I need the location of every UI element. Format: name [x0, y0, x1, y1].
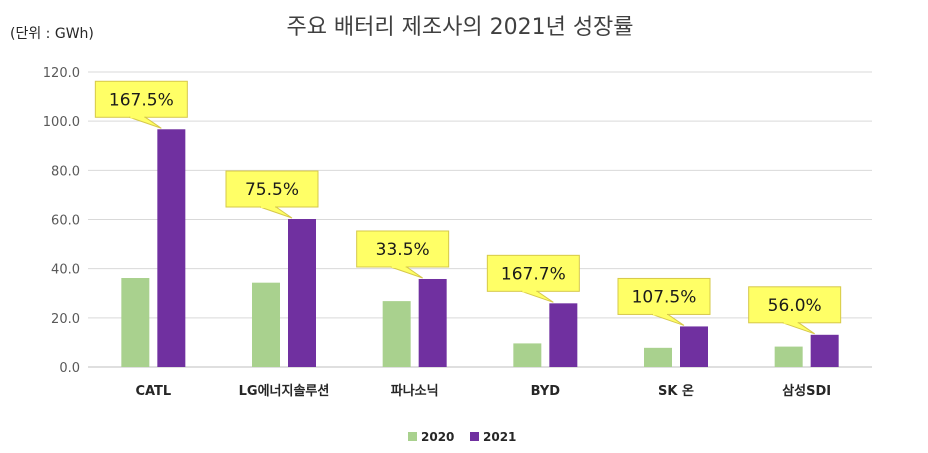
category-label: SK 온	[658, 384, 694, 399]
bar-2021	[288, 219, 316, 367]
growth-callout: 107.5%	[617, 277, 711, 326]
category-label: BYD	[531, 384, 561, 399]
growth-label: 75.5%	[245, 180, 299, 200]
bars	[121, 129, 839, 367]
legend-swatch-2021	[470, 432, 479, 441]
legend: 2020 2021	[408, 430, 516, 444]
growth-callout: 167.7%	[486, 254, 580, 303]
callout-pointer	[651, 313, 685, 326]
y-tick-label: 0.0	[59, 361, 80, 376]
legend-label-2020: 2020	[421, 430, 454, 444]
bar-2021	[157, 129, 186, 367]
y-tick-label: 80.0	[51, 164, 80, 179]
bar-2021	[418, 278, 447, 367]
legend-swatch-2020	[408, 432, 417, 441]
chart-title: 주요 배터리 제조사의 2021년 성장률	[286, 15, 633, 40]
bar-2020	[121, 278, 150, 367]
bar-2021	[810, 334, 839, 367]
y-tick-label: 40.0	[51, 263, 80, 278]
growth-callouts: 167.5% 75.5% 33.5% 167.7% 107.5% 56.0%	[94, 80, 842, 335]
growth-label: 56.0%	[768, 296, 822, 316]
callout-pointer	[521, 290, 554, 303]
category-label: LG에너지솔루션	[239, 383, 330, 399]
bar-2020	[382, 301, 411, 367]
callout-box	[748, 286, 842, 324]
category-label: 삼성SDI	[782, 383, 831, 399]
y-tick-label: 120.0	[43, 66, 80, 81]
callout-box	[356, 230, 450, 268]
growth-callout: 33.5%	[356, 230, 450, 279]
callout-pointer	[259, 206, 293, 219]
bar-2021	[680, 326, 708, 367]
growth-callout: 56.0%	[748, 286, 842, 335]
y-tick-label: 20.0	[51, 312, 80, 327]
bar-2020	[774, 346, 803, 367]
callout-box	[486, 254, 580, 292]
y-tick-label: 60.0	[51, 214, 80, 229]
growth-label: 33.5%	[376, 240, 430, 260]
growth-callout: 75.5%	[225, 170, 319, 219]
bar-2020	[513, 343, 542, 367]
y-axis-ticks: 0.0 20.0 40.0 60.0 80.0 100.0 120.0	[43, 66, 80, 376]
growth-callout: 167.5%	[94, 80, 188, 129]
bar-2020	[644, 347, 672, 367]
unit-label: (단위 : GWh)	[10, 26, 94, 42]
x-axis-labels: CATL LG에너지솔루션 파나소닉 BYD SK 온 삼성SDI	[135, 383, 831, 399]
growth-label: 107.5%	[632, 287, 697, 307]
category-label: 파나소닉	[391, 383, 439, 399]
growth-label: 167.5%	[109, 90, 174, 110]
gridlines	[88, 71, 872, 368]
bar-2021	[549, 303, 578, 367]
callout-pointer	[129, 116, 162, 129]
y-tick-label: 100.0	[43, 115, 80, 130]
category-label: CATL	[135, 384, 171, 399]
legend-label-2021: 2021	[483, 430, 516, 444]
callout-box	[225, 170, 319, 208]
bar-2020	[252, 282, 280, 367]
callout-pointer	[782, 322, 815, 335]
growth-label: 167.7%	[501, 264, 566, 284]
